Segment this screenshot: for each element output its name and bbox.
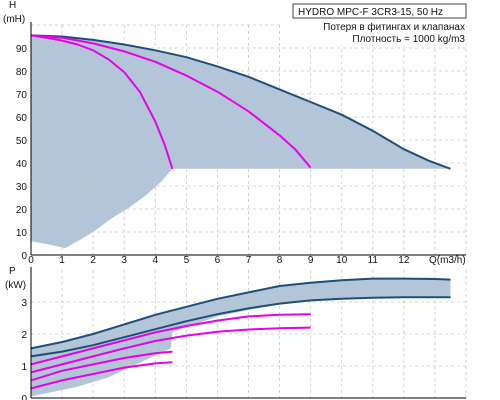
head-curve-2 <box>30 34 174 170</box>
power-y-tick-label: 0 <box>21 394 27 400</box>
power-y-tick-label: 2 <box>21 330 27 341</box>
head-curve-3 <box>30 34 312 169</box>
power-curve-6 <box>30 361 173 390</box>
head-x-tick-label: 11 <box>368 255 379 266</box>
head-shaded-area <box>31 35 451 249</box>
power-curve-5 <box>30 350 173 382</box>
power-curve-2 <box>30 296 451 358</box>
head-curves <box>30 34 451 170</box>
head-x-tick-label: 1 <box>59 255 65 266</box>
head-grid <box>30 24 467 256</box>
head-y-tick-label: 50 <box>16 136 28 147</box>
power-curve-1 <box>30 277 451 350</box>
info-title: HYDRO MPC-F 3CR3-15, 50 Hz <box>298 7 443 18</box>
head-y-tick-label: 0 <box>21 251 27 262</box>
head-x-tick-label: 4 <box>153 255 159 266</box>
head-y-tick-label: 80 <box>16 67 28 78</box>
head-x-tick-label: 3 <box>121 255 127 266</box>
head-y-tick-label: 60 <box>16 113 28 124</box>
head-x-tick-label: 12 <box>398 255 410 266</box>
head-x-tick-label: 6 <box>215 255 221 266</box>
head-y-tick-label: 10 <box>16 228 28 239</box>
info-text-backdrop <box>282 19 466 45</box>
power-curve-4 <box>30 326 311 374</box>
power-axes <box>30 267 466 399</box>
head-x-tick-label: 7 <box>246 255 252 266</box>
power-y-tick-label: 1 <box>21 362 27 373</box>
power-y-tick-label: 3 <box>21 298 27 309</box>
head-y-axis-label-unit: (mH) <box>3 14 25 25</box>
power-chart: 0 1 2 3 P (kW) <box>5 266 467 400</box>
head-x-tick-label: 10 <box>336 255 348 266</box>
head-x-tick-label: 5 <box>184 255 190 266</box>
power-operating-region <box>31 278 451 397</box>
power-curve-3 <box>30 313 311 366</box>
head-y-axis-label-h: H <box>9 0 16 11</box>
info-box: HYDRO MPC-F 3CR3-15, 50 Hz Потеря в фити… <box>282 3 467 45</box>
power-y-axis-label-unit: (kW) <box>5 280 26 291</box>
power-tick-labels: 0 1 2 3 <box>21 298 27 400</box>
power-y-axis-label-p: P <box>9 266 16 277</box>
head-y-tick-label: 20 <box>16 205 28 216</box>
info-density-note: Плотность = 1000 kg/m3 <box>352 34 465 45</box>
head-y-tick-label: 40 <box>16 159 28 170</box>
head-y-tick-label: 90 <box>16 44 28 55</box>
head-x-tick-label: 2 <box>90 255 96 266</box>
head-axes <box>30 22 466 256</box>
head-x-tick-label: 0 <box>28 255 34 266</box>
info-fittings-note: Потеря в фитингах и клапанах <box>323 21 465 33</box>
head-x-tick-label: 9 <box>308 255 314 266</box>
power-curves <box>30 277 451 390</box>
head-y-tick-label: 30 <box>16 182 28 193</box>
head-x-axis-label: Q(m3/h) <box>429 255 466 266</box>
info-title-box <box>292 3 467 19</box>
head-x-tick-label: 8 <box>277 255 283 266</box>
head-curve-1 <box>30 34 451 170</box>
power-shaded-area <box>31 278 451 397</box>
head-y-tick-label: 70 <box>16 90 28 101</box>
head-operating-region <box>31 35 451 249</box>
